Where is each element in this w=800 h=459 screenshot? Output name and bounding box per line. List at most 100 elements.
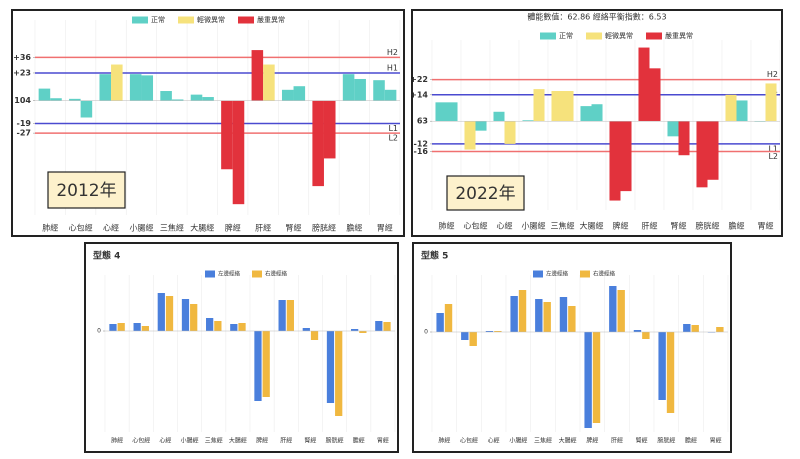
bar: [475, 121, 487, 131]
x-tick-label: 膀胱經: [312, 223, 336, 233]
bar: [609, 121, 621, 201]
bar: [435, 102, 447, 122]
bar: [293, 86, 306, 101]
reference-label: H2: [767, 70, 778, 79]
reference-label: H1: [387, 63, 398, 72]
bar: [436, 313, 444, 332]
legend-label: 嚴重異常: [665, 31, 693, 40]
bar: [464, 121, 476, 150]
bar: [281, 89, 294, 101]
x-tick-label: 腎經: [636, 437, 648, 445]
y-tick-label: 63: [417, 117, 428, 126]
x-tick-label: 脾經: [225, 223, 241, 233]
legend-swatch: [580, 270, 590, 278]
reference-label: L1: [768, 144, 778, 153]
bar: [302, 328, 310, 331]
x-tick-label: 心包經: [132, 437, 150, 445]
y-tick-label: 0: [424, 329, 428, 336]
legend-label: 輕微異常: [197, 15, 225, 24]
x-tick-label: 大腸經: [190, 223, 214, 233]
bar: [678, 121, 690, 156]
x-tick-label: 胃經: [710, 437, 722, 445]
x-tick-label: 肺經: [111, 437, 123, 445]
bar: [157, 293, 165, 331]
bar: [278, 300, 286, 331]
bar: [117, 323, 125, 331]
chart-panel: 型態 4 左邊經絡 右邊經絡 0 肺經 心包經 心經 小腸經 三焦經 大腸經 脾經 肝經 腎經 膀胱經 膽經…: [84, 242, 399, 453]
x-tick-label: 心經: [497, 221, 513, 231]
bar: [190, 304, 198, 331]
bar: [129, 74, 142, 101]
bar: [141, 326, 149, 331]
bar: [461, 332, 469, 340]
x-tick-label: 肝經: [642, 221, 658, 231]
bar: [109, 324, 117, 331]
bar: [551, 91, 563, 122]
bar: [310, 331, 319, 340]
x-tick-label: 心包經: [69, 223, 93, 233]
bar: [160, 91, 172, 101]
bar: [568, 306, 576, 332]
bar: [141, 75, 154, 101]
x-tick-label: 肺經: [42, 223, 58, 233]
year-label: 2022年: [455, 184, 515, 204]
x-tick-label: 膀胱經: [657, 437, 675, 445]
bar: [562, 91, 574, 122]
bar: [633, 330, 642, 332]
chart-panel: 型態 5 左邊經絡 右邊經絡 0 肺經 心包經 心經 小腸經 三焦經 大腸經 脾經 肝經 腎經 膀胱經 膽經…: [412, 242, 732, 453]
y-tick-label: +22: [410, 75, 428, 84]
legend-label: 右邊經絡: [265, 270, 288, 278]
x-tick-label: 脾經: [586, 437, 598, 445]
year-label-box: [446, 175, 525, 211]
bar: [263, 64, 275, 101]
bar: [181, 299, 190, 331]
x-tick-label: 肝經: [611, 437, 623, 445]
x-tick-label: 大腸經: [229, 437, 247, 445]
bar: [469, 332, 477, 346]
bar: [683, 324, 691, 332]
bar: [323, 100, 336, 159]
bar: [354, 78, 366, 101]
year-label: 2012年: [56, 181, 116, 201]
bar: [638, 47, 650, 122]
x-tick-label: 脾經: [256, 437, 268, 445]
bar: [214, 321, 222, 331]
x-tick-label: 心經: [103, 223, 119, 233]
bar: [543, 302, 551, 332]
bar: [251, 50, 264, 101]
bar: [658, 332, 666, 400]
y-tick-label: -16: [414, 147, 429, 156]
reference-label: L2: [768, 152, 778, 161]
bar: [171, 99, 184, 101]
bar: [50, 98, 62, 101]
x-tick-label: 腎經: [671, 221, 687, 231]
bar: [254, 331, 262, 401]
bar: [190, 94, 203, 101]
year-label-box: [47, 171, 126, 209]
legend-swatch: [178, 16, 194, 24]
chart-title: 型態 5: [421, 250, 448, 262]
x-tick-label: 小腸經: [181, 437, 199, 445]
bar: [736, 100, 748, 122]
x-tick-label: 膽經: [729, 221, 745, 231]
bar: [504, 121, 516, 144]
bar: [80, 100, 93, 118]
bar: [642, 332, 650, 339]
legend-swatch: [238, 16, 254, 24]
bar: [232, 100, 245, 205]
y-tick-label: 0: [97, 328, 101, 335]
bar: [522, 120, 534, 122]
y-tick-label: -12: [414, 139, 428, 148]
legend-swatch: [205, 270, 215, 278]
bar: [716, 327, 724, 332]
bar: [373, 80, 385, 101]
bar: [312, 100, 324, 187]
x-tick-label: 脾經: [613, 221, 629, 231]
legend-label: 輕微異常: [605, 31, 633, 40]
panel-border: [84, 242, 399, 453]
bar: [359, 331, 367, 333]
x-tick-label: 三焦經: [160, 223, 184, 233]
legend-swatch: [252, 270, 262, 278]
x-tick-label: 三焦經: [534, 437, 552, 445]
legend-label: 左邊經絡: [218, 270, 241, 278]
